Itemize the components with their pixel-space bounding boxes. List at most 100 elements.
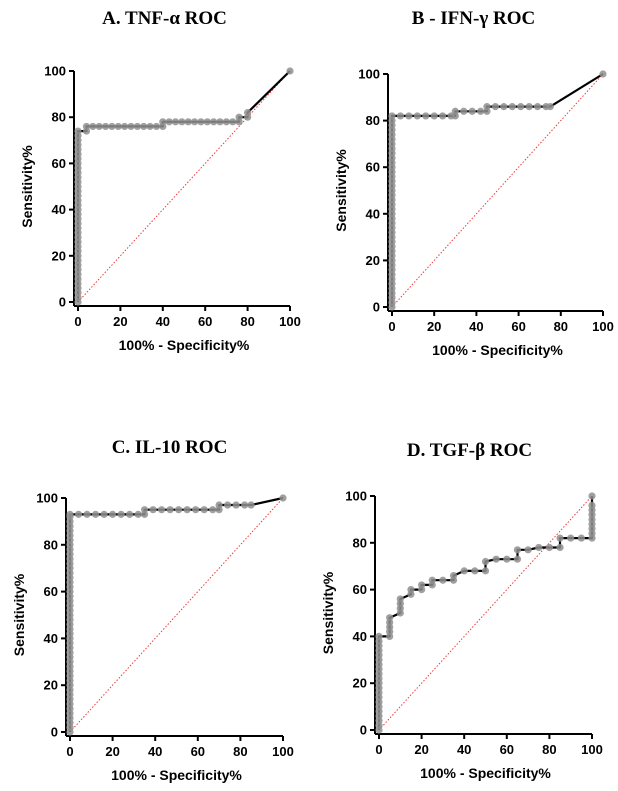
roc-point: [492, 555, 500, 563]
roc-point: [82, 122, 91, 131]
x-tick-label: 0: [388, 319, 395, 334]
roc-point: [428, 576, 436, 584]
x-tick-label: 100: [592, 319, 614, 334]
roc-point: [430, 112, 438, 120]
roc-point: [203, 118, 211, 126]
roc-point: [481, 557, 490, 566]
roc-point: [146, 122, 154, 131]
roc-point: [396, 112, 405, 120]
roc-point: [375, 632, 383, 640]
chart-title-c: C. IL-10 ROC: [111, 437, 228, 458]
roc-point: [396, 595, 404, 603]
roc-point: [286, 67, 294, 75]
roc-point: [166, 506, 174, 514]
roc-point: [134, 510, 142, 518]
roc-point: [503, 555, 511, 563]
x-axis-label: 100% - Specificity%: [119, 337, 250, 353]
roc-point: [222, 118, 230, 126]
y-tick-label: 0: [373, 300, 380, 315]
roc-chart-c: 0 20 40 60 80 100 0 20 40 60 80 100 100% - Specifici…: [11, 491, 294, 784]
y-tick-label: 20: [353, 676, 367, 691]
x-tick-label: 0: [375, 742, 382, 757]
roc-point: [517, 103, 525, 111]
roc-point: [229, 118, 237, 126]
y-tick-label: 0: [51, 725, 58, 740]
roc-point: [149, 506, 157, 514]
roc-point: [200, 506, 208, 514]
roc-point: [386, 614, 394, 622]
roc-chart-b: 0 20 40 60 80 100 0 20 40 60 80 100 100% - Specifici…: [333, 67, 614, 359]
roc-point: [216, 118, 224, 126]
y-tick-label: 20: [44, 678, 58, 693]
roc-point: [546, 103, 554, 111]
roc-point: [140, 506, 149, 514]
x-tick-label: 20: [105, 744, 119, 759]
roc-point: [388, 112, 396, 120]
roc-point: [224, 501, 232, 509]
roc-point: [121, 122, 129, 131]
roc-point: [556, 534, 564, 542]
roc-point: [127, 122, 135, 131]
y-tick-label: 60: [52, 156, 66, 171]
x-axis-label: 100% - Specificity%: [432, 342, 563, 358]
x-tick-label: 20: [414, 742, 428, 757]
x-tick-label: 40: [156, 314, 170, 329]
roc-point: [247, 501, 255, 509]
y-tick-label: 80: [353, 535, 367, 550]
y-tick-label: 0: [360, 723, 367, 738]
y-axis-label: Sensitivity%: [320, 571, 336, 654]
x-axis-label: 100% - Specificity%: [111, 767, 242, 783]
roc-point: [535, 543, 543, 552]
y-tick-label: 100: [358, 67, 380, 82]
y-tick-label: 60: [366, 160, 380, 175]
roc-point: [244, 108, 252, 117]
roc-point: [101, 122, 110, 131]
x-tick-label: 60: [500, 742, 514, 757]
roc-point: [407, 586, 415, 594]
x-tick-label: 100: [581, 742, 603, 757]
y-tick-label: 0: [59, 295, 66, 310]
reference-line: [77, 70, 291, 303]
y-tick-label: 60: [353, 582, 367, 597]
roc-point: [439, 112, 447, 120]
roc-point: [422, 112, 430, 120]
roc-point: [109, 510, 117, 518]
roc-point: [171, 118, 180, 126]
roc-chart-d: 0 20 40 60 80 100 0 20 40 60 80 100 100% - Specifici…: [320, 489, 603, 782]
roc-point: [413, 112, 421, 120]
y-tick-label: 80: [366, 113, 380, 128]
x-tick-label: 60: [198, 314, 212, 329]
roc-point: [126, 510, 134, 518]
y-axis-label: Sensitivity%: [19, 145, 35, 228]
roc-point: [513, 546, 522, 554]
roc-point: [183, 506, 191, 514]
panel-b: B - IFN-γ ROC 0 20 40 60 80 100 0 20 40 60 80 100 10…: [309, 0, 618, 395]
y-tick-label: 40: [44, 631, 58, 646]
roc-point: [235, 113, 243, 121]
roc-point: [95, 122, 103, 131]
y-tick-label: 40: [366, 206, 380, 221]
x-tick-label: 20: [113, 314, 127, 329]
roc-point: [192, 506, 200, 514]
chart-title-d: D. TGF-β ROC: [406, 440, 533, 461]
y-tick-label: 40: [52, 202, 66, 217]
roc-point: [232, 501, 240, 509]
y-tick-label: 100: [345, 489, 367, 504]
roc-point: [491, 103, 499, 111]
roc-chart-a: 0 20 40 60 80 100 0 20 40 60 80 100 100% - Specifici…: [19, 64, 301, 354]
roc-point: [117, 510, 125, 518]
roc-point: [241, 501, 249, 509]
roc-point: [481, 567, 490, 575]
roc-point: [525, 103, 533, 111]
chart-title-b: B - IFN-γ ROC: [411, 8, 536, 29]
roc-point: [89, 122, 97, 131]
roc-point: [100, 510, 108, 518]
roc-point: [133, 122, 141, 131]
reference-line: [391, 73, 604, 308]
y-tick-label: 20: [52, 248, 66, 263]
x-tick-label: 40: [469, 319, 483, 334]
roc-point: [556, 543, 564, 552]
panel-c: C. IL-10 ROC 0 20 40 60 80 100 0 20 40 60 80 100 100…: [0, 395, 309, 791]
panel-a: A. TNF-α ROC 0 20 40 60 80 100 0 20 40 60 80 100 100…: [0, 0, 309, 395]
x-tick-label: 0: [66, 744, 73, 759]
